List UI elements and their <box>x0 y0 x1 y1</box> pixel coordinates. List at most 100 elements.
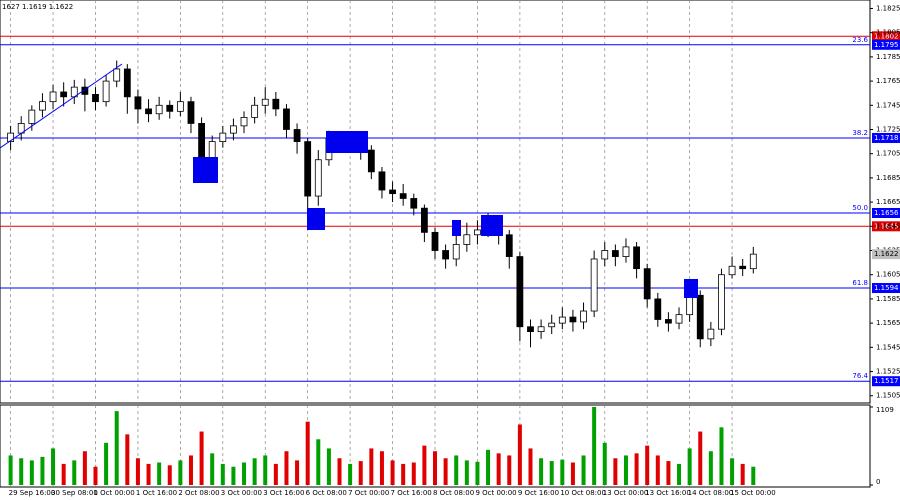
y-tick-label: 1.1545 <box>876 343 900 351</box>
candle-body <box>622 246 630 257</box>
volume-bar <box>337 458 342 485</box>
candle-body <box>367 149 375 173</box>
volume-bar <box>443 458 448 485</box>
volume-bar <box>666 461 671 485</box>
marker-box <box>193 157 218 183</box>
candle-body <box>39 101 46 111</box>
candle-body <box>123 68 131 98</box>
candle-body <box>718 274 725 330</box>
candle-body <box>7 132 15 142</box>
level-label-box <box>872 207 900 218</box>
level-label-box <box>872 31 900 42</box>
candle-body <box>548 322 556 328</box>
volume-bar <box>655 455 660 485</box>
y-tick-label: 1.1685 <box>876 174 900 182</box>
y-tick-label: 1.1825 <box>876 4 900 12</box>
volume-bar <box>146 463 151 485</box>
volume-bar <box>210 453 215 485</box>
candle-body <box>251 104 259 118</box>
level-label: 1.1718 <box>874 134 899 142</box>
volume-bar <box>316 439 321 485</box>
level-label: 1.1795 <box>874 41 899 49</box>
x-tick-label: 7 Oct 00:00 <box>348 489 389 497</box>
candle-body <box>739 265 747 270</box>
x-tick-label: 13 Oct 00:00 <box>603 489 649 497</box>
candle-body <box>749 253 757 270</box>
candle-body <box>314 159 322 197</box>
volume-tick-label: 0 <box>876 478 880 486</box>
y-tick-label: 1.1565 <box>876 319 900 327</box>
volume-bar <box>411 462 416 485</box>
volume-bar <box>549 461 554 485</box>
level-label-box <box>872 283 900 294</box>
candle-body <box>155 104 163 115</box>
marker-box <box>684 279 698 298</box>
volume-bar <box>581 455 586 485</box>
candle-body <box>633 246 640 270</box>
volume-bar <box>61 463 66 485</box>
candle-body <box>389 189 396 195</box>
candle-body <box>442 250 450 260</box>
x-tick-label: 14 Oct 08:00 <box>688 489 734 497</box>
candle-body <box>410 198 418 209</box>
candle-body <box>176 101 184 112</box>
volume-bar <box>570 462 575 485</box>
marker-box <box>307 208 325 230</box>
volume-bar <box>348 463 353 485</box>
volume-bar <box>698 431 703 485</box>
x-tick-label: 15 Oct 00:00 <box>730 489 776 497</box>
volume-bar <box>29 460 34 485</box>
volume-bar <box>284 451 289 485</box>
candle-body <box>654 298 662 320</box>
volume-bar <box>93 466 98 485</box>
candle-body <box>134 96 142 110</box>
candle-body <box>558 316 566 324</box>
candle-body <box>601 250 609 260</box>
volume-bar <box>454 455 459 485</box>
volume-bar <box>602 442 607 485</box>
fib-label: 50.0 <box>852 204 868 212</box>
volume-bar <box>645 445 650 485</box>
level-label-box <box>872 221 900 232</box>
candle-body <box>611 250 619 257</box>
candle-body <box>102 80 110 103</box>
x-tick-label: 29 Sep 16:00 <box>9 489 56 497</box>
candle-body <box>261 98 269 106</box>
marker-box <box>452 220 461 236</box>
volume-bar <box>135 458 140 485</box>
x-tick-label: 1 Oct 16:00 <box>136 489 177 497</box>
volume-bar <box>517 424 522 485</box>
candles <box>7 60 757 485</box>
annotations <box>0 63 698 298</box>
volume-bar <box>528 448 533 485</box>
volume-bar <box>390 460 395 485</box>
candle-body <box>113 68 121 82</box>
volume-bar <box>252 458 257 485</box>
volume-bar <box>242 462 247 485</box>
fib-label: 76.4 <box>852 372 868 380</box>
volume-bar <box>157 462 162 485</box>
volume-bar <box>740 463 745 485</box>
trend-line <box>0 63 123 149</box>
volume-bar <box>433 451 437 485</box>
candle-body <box>580 310 587 323</box>
fib-label: 38.2 <box>852 129 868 137</box>
volume-bar <box>560 459 565 485</box>
x-tick-label: 13 Oct 16:00 <box>645 489 691 497</box>
y-tick-label: 1.1765 <box>876 77 900 85</box>
y-tick-label: 1.1745 <box>876 101 900 109</box>
candle-body <box>686 294 694 316</box>
candle-body <box>166 104 174 112</box>
candle-body <box>304 141 312 197</box>
volume-bar <box>464 460 469 485</box>
volume-bar <box>708 451 713 485</box>
marker-box <box>326 131 368 153</box>
y-tick-label: 1.1805 <box>876 29 900 37</box>
candle-body <box>60 91 68 98</box>
volume-bar <box>369 448 374 485</box>
volume-bar <box>613 458 618 485</box>
candle-body <box>420 207 428 233</box>
level-label: 1.1656 <box>874 209 899 217</box>
fib-label: 23.6 <box>852 36 868 44</box>
